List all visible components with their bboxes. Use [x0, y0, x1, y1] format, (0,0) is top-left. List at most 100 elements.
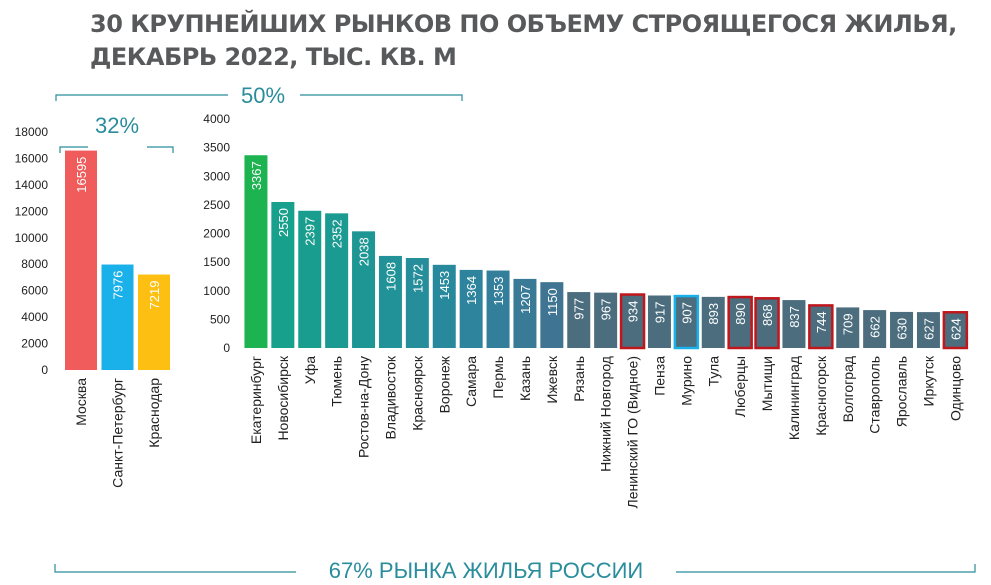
bar — [486, 270, 510, 348]
annotation: 67% РЫНКА ЖИЛЬЯ РОССИИ — [329, 558, 644, 583]
y-tick-label: 6000 — [21, 284, 48, 298]
y-tick-label: 14000 — [15, 178, 49, 192]
bar — [405, 258, 429, 348]
value-label: 3367 — [249, 161, 264, 190]
bar — [352, 231, 376, 348]
x-tick-label: Самара — [463, 356, 479, 407]
value-label: 907 — [679, 302, 694, 324]
y-tick-label: 0 — [41, 363, 48, 377]
value-label: 2038 — [357, 237, 372, 266]
x-tick-label: Москва — [73, 378, 89, 426]
annotation: 32% — [95, 113, 139, 138]
bar — [836, 307, 860, 348]
value-label: 709 — [841, 313, 856, 335]
bar — [325, 213, 349, 348]
value-label: 1207 — [518, 285, 533, 314]
bar — [459, 269, 483, 348]
bar — [244, 155, 268, 348]
bar — [138, 274, 170, 370]
x-tick-label: Екатеринбург — [248, 356, 264, 444]
y-tick-label: 1500 — [203, 255, 230, 269]
y-tick-label: 4000 — [21, 310, 48, 324]
x-tick-label: Тюмень — [329, 356, 345, 407]
bracket — [54, 564, 976, 573]
bar — [65, 150, 97, 370]
bar — [513, 278, 537, 348]
bar — [942, 311, 969, 350]
x-tick-label: Владивосток — [382, 355, 398, 439]
value-label: 662 — [868, 316, 883, 338]
y-tick-label: 3500 — [203, 141, 230, 155]
value-label: 744 — [814, 311, 829, 333]
value-label: 893 — [706, 303, 721, 325]
x-tick-label: Волгоград — [840, 356, 856, 422]
bar — [890, 311, 914, 348]
bar — [567, 292, 591, 348]
y-tick-label: 2000 — [21, 337, 48, 351]
x-tick-label: Иркутск — [920, 355, 936, 406]
chart-title: ДЕКАБРЬ 2022, ТЫС. КВ. М — [90, 43, 456, 71]
bracket — [55, 94, 463, 101]
bar — [378, 255, 402, 348]
bar — [619, 293, 646, 350]
y-tick-label: 8000 — [21, 257, 48, 271]
x-tick-label: Новосибирск — [275, 355, 291, 440]
x-tick-label: Краснодар — [146, 378, 162, 448]
y-tick-label: 12000 — [15, 204, 49, 218]
bar — [754, 297, 780, 350]
x-tick-label: Мурино — [678, 356, 694, 406]
value-label: 868 — [760, 304, 775, 326]
value-label: 917 — [652, 302, 667, 324]
value-label: 16595 — [74, 157, 89, 193]
x-tick-label: Казань — [517, 356, 533, 401]
bar — [540, 282, 564, 348]
x-tick-label: Калининград — [786, 356, 802, 440]
bar — [863, 310, 887, 348]
x-tick-label: Красногорск — [813, 355, 829, 436]
value-label: 2397 — [303, 217, 318, 246]
x-tick-label: Пенза — [651, 356, 667, 396]
bar — [271, 202, 295, 348]
x-tick-label: Пермь — [490, 356, 506, 399]
value-label: 890 — [733, 303, 748, 325]
bar — [916, 312, 940, 348]
value-label: 7219 — [147, 281, 162, 310]
value-label: 837 — [787, 306, 802, 328]
y-tick-label: 16000 — [15, 151, 49, 165]
y-tick-label: 500 — [210, 312, 230, 326]
value-label: 934 — [626, 301, 641, 323]
x-tick-label: Ростов-на-Дону — [356, 356, 372, 458]
y-tick-label: 4000 — [203, 112, 230, 126]
y-tick-label: 10000 — [15, 231, 49, 245]
value-label: 1364 — [464, 276, 479, 305]
bar — [701, 296, 725, 348]
y-tick-label: 0 — [223, 341, 230, 355]
y-tick-label: 2000 — [203, 227, 230, 241]
annotation: 50% — [241, 83, 285, 108]
value-label: 1572 — [410, 264, 425, 293]
value-label: 977 — [572, 298, 587, 320]
y-tick-label: 1000 — [203, 284, 230, 298]
x-tick-label: Санкт-Петербург — [110, 378, 126, 488]
value-label: 1453 — [437, 271, 452, 300]
bar — [647, 295, 671, 348]
bracket — [59, 146, 174, 153]
bar — [782, 300, 806, 348]
bar — [594, 292, 618, 348]
value-label: 627 — [921, 318, 936, 340]
x-tick-label: Ижевск — [544, 355, 560, 403]
x-tick-label: Одинцово — [947, 356, 963, 421]
value-label: 2550 — [276, 208, 291, 237]
value-label: 2352 — [330, 219, 345, 248]
x-tick-label: Люберцы — [732, 356, 748, 417]
y-tick-label: 18000 — [15, 125, 49, 139]
x-tick-label: Ленинский ГО (Видное) — [625, 356, 641, 508]
bar — [101, 264, 134, 370]
x-tick-label: Нижний Новгород — [598, 356, 614, 472]
bar — [808, 304, 834, 350]
bar — [727, 295, 753, 350]
value-label: 1608 — [383, 262, 398, 291]
x-tick-label: Тула — [705, 356, 721, 387]
y-tick-label: 3000 — [203, 169, 230, 183]
